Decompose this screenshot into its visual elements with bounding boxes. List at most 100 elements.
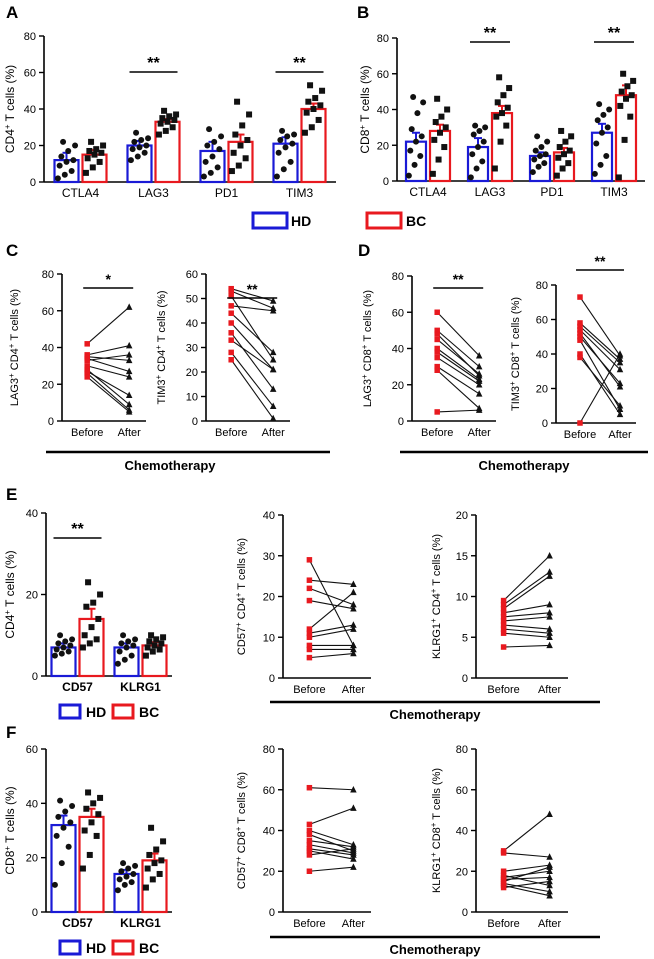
b-pt-hd-lag3-2 <box>479 158 486 165</box>
c2-pt-before-7 <box>228 337 234 343</box>
b-pt-bc-ctla4-6 <box>432 119 439 126</box>
c2-pt-after-8 <box>269 402 277 410</box>
e2-pt-after-0 <box>546 552 553 559</box>
f2-pt-after-4 <box>546 867 553 874</box>
a-pt-hd-tim3-1 <box>280 166 287 173</box>
c2-pair-line-3 <box>231 305 274 312</box>
a-pt-hd-ctla4-6 <box>58 153 65 160</box>
d1-pt-before-5 <box>434 349 440 355</box>
a-bar-hd-lag3 <box>126 144 153 184</box>
e2-pair-line-8 <box>503 632 550 638</box>
b-pt-hd-tim3-3 <box>593 140 600 147</box>
e1-ylabel: CD57+ CD4+ T cells (%) <box>234 538 249 655</box>
f-pt-hd-cd57-8 <box>69 803 76 810</box>
e-pt-bc-cd57-5 <box>95 615 102 622</box>
c2-pt-before-1 <box>228 288 234 294</box>
f2-pair-line-7 <box>503 882 550 893</box>
legend-e-hd-swatch <box>58 703 82 720</box>
f1-pt-after-6 <box>350 851 357 858</box>
b-pt-bc-tim3-4 <box>623 95 629 102</box>
b-pt-hd-lag3-0 <box>467 174 474 181</box>
f-pt-hd-cd57-6 <box>55 813 62 820</box>
e1-pt-after-7 <box>350 641 357 649</box>
b-pt-hd-tim3-8 <box>606 106 613 113</box>
a-pt-hd-tim3-4 <box>282 144 289 151</box>
c1-ytick-label-4: 80 <box>42 269 54 281</box>
f2-xlabel-after: After <box>538 918 562 930</box>
e2-pt-before-6 <box>500 622 507 628</box>
b-pt-hd-lag3-5 <box>480 138 487 145</box>
a-pt-bc-ctla4-0 <box>82 169 89 176</box>
chemo-d-label: Chemotherapy <box>478 458 570 473</box>
c1-pt-after-2 <box>125 356 133 364</box>
f-ytick-label-2: 40 <box>26 798 38 810</box>
f-pt-bc-klrg1-6 <box>146 851 153 858</box>
b-pt-hd-tim3-0 <box>591 170 598 177</box>
b-cat-tim3: TIM3 <box>600 185 628 199</box>
a-pt-hd-pd1-1 <box>207 169 214 176</box>
d2-pt-after-8 <box>616 402 624 409</box>
c1-pt-before-0 <box>84 341 90 347</box>
b-pt-hd-ctla4-2 <box>417 152 424 159</box>
b-pt-bc-ctla4-0 <box>429 170 436 177</box>
a-pt-hd-ctla4-4 <box>63 158 70 165</box>
f2-pt-before-1 <box>500 850 507 856</box>
a-pt-bc-pd1-5 <box>244 137 251 144</box>
e1-pair-line-0 <box>308 559 354 646</box>
b-pt-bc-tim3-6 <box>618 88 625 95</box>
legend-bc-swatch <box>365 211 403 230</box>
c1-xlabel-after: After <box>118 427 142 439</box>
c1-pt-after-7 <box>125 391 133 399</box>
b-pt-hd-pd1-1 <box>535 163 542 170</box>
d2-pt-after-2 <box>616 358 624 366</box>
c1-pair-line-4 <box>87 354 130 361</box>
b-pt-bc-pd1-9 <box>558 127 565 134</box>
e-pt-bc-klrg1-6 <box>146 638 153 645</box>
e-pt-hd-cd57-3 <box>53 646 60 653</box>
b-pt-bc-lag3-6 <box>494 99 501 106</box>
b-pt-hd-ctla4-3 <box>407 147 414 154</box>
d2-pt-before-8 <box>577 354 583 361</box>
f-pt-hd-cd57-2 <box>65 843 72 850</box>
e2-ytick-label-4: 20 <box>456 510 468 522</box>
d2-pair-line-1 <box>579 322 621 360</box>
b-pt-bc-lag3-5 <box>504 104 511 111</box>
legend-f-hd-swatch <box>58 939 82 956</box>
d2-pt-before-6 <box>577 337 583 343</box>
d1-ytick-label-3: 60 <box>392 307 404 319</box>
panel-letter-c: C <box>6 241 18 260</box>
f-pt-hd-cd57-9 <box>57 797 64 804</box>
a-pt-hd-pd1-9 <box>206 126 213 133</box>
a-pt-hd-tim3-6 <box>277 137 284 144</box>
a-pt-bc-lag3-2 <box>169 124 176 131</box>
d2-pair-line-0 <box>579 296 621 357</box>
a-ytick-label-2: 40 <box>24 104 36 116</box>
b-pt-bc-ctla4-5 <box>442 124 449 131</box>
c2-ytick-label-4: 40 <box>186 318 198 330</box>
f-ytick-label-3: 60 <box>26 744 38 756</box>
d2-pt-before-7 <box>577 351 583 357</box>
f1-pt-after-9 <box>350 863 357 870</box>
b-ytick-label-1: 20 <box>377 140 389 152</box>
b-pt-hd-tim3-9 <box>596 101 603 108</box>
c2-pt-after-4 <box>269 348 277 356</box>
e-pt-bc-klrg1-7 <box>153 636 160 643</box>
f1-pt-after-0 <box>350 786 357 793</box>
a-pt-hd-tim3-7 <box>284 133 291 140</box>
a-pt-bc-tim3-1 <box>308 124 315 131</box>
a-pt-bc-tim3-6 <box>305 98 312 105</box>
f2-pt-after-1 <box>546 853 553 860</box>
legend-f-bc-swatch <box>111 939 135 956</box>
b-pt-hd-pd1-9 <box>534 133 541 140</box>
e-pt-hd-klrg1-3 <box>116 648 123 655</box>
c2-ytick-label-3: 30 <box>186 343 198 355</box>
b-pt-bc-lag3-4 <box>499 110 505 117</box>
b-sig-text-0: ** <box>484 25 497 42</box>
f-pt-hd-klrg1-5 <box>130 870 137 877</box>
e1-pt-before-3 <box>306 597 313 604</box>
a-ylabel: CD4+ T cells (%) <box>3 65 18 153</box>
f1-pt-before-9 <box>306 868 313 874</box>
f-pt-bc-cd57-2 <box>93 832 100 839</box>
c2-pair-line-8 <box>230 352 274 407</box>
f-pt-bc-klrg1-8 <box>160 838 167 845</box>
